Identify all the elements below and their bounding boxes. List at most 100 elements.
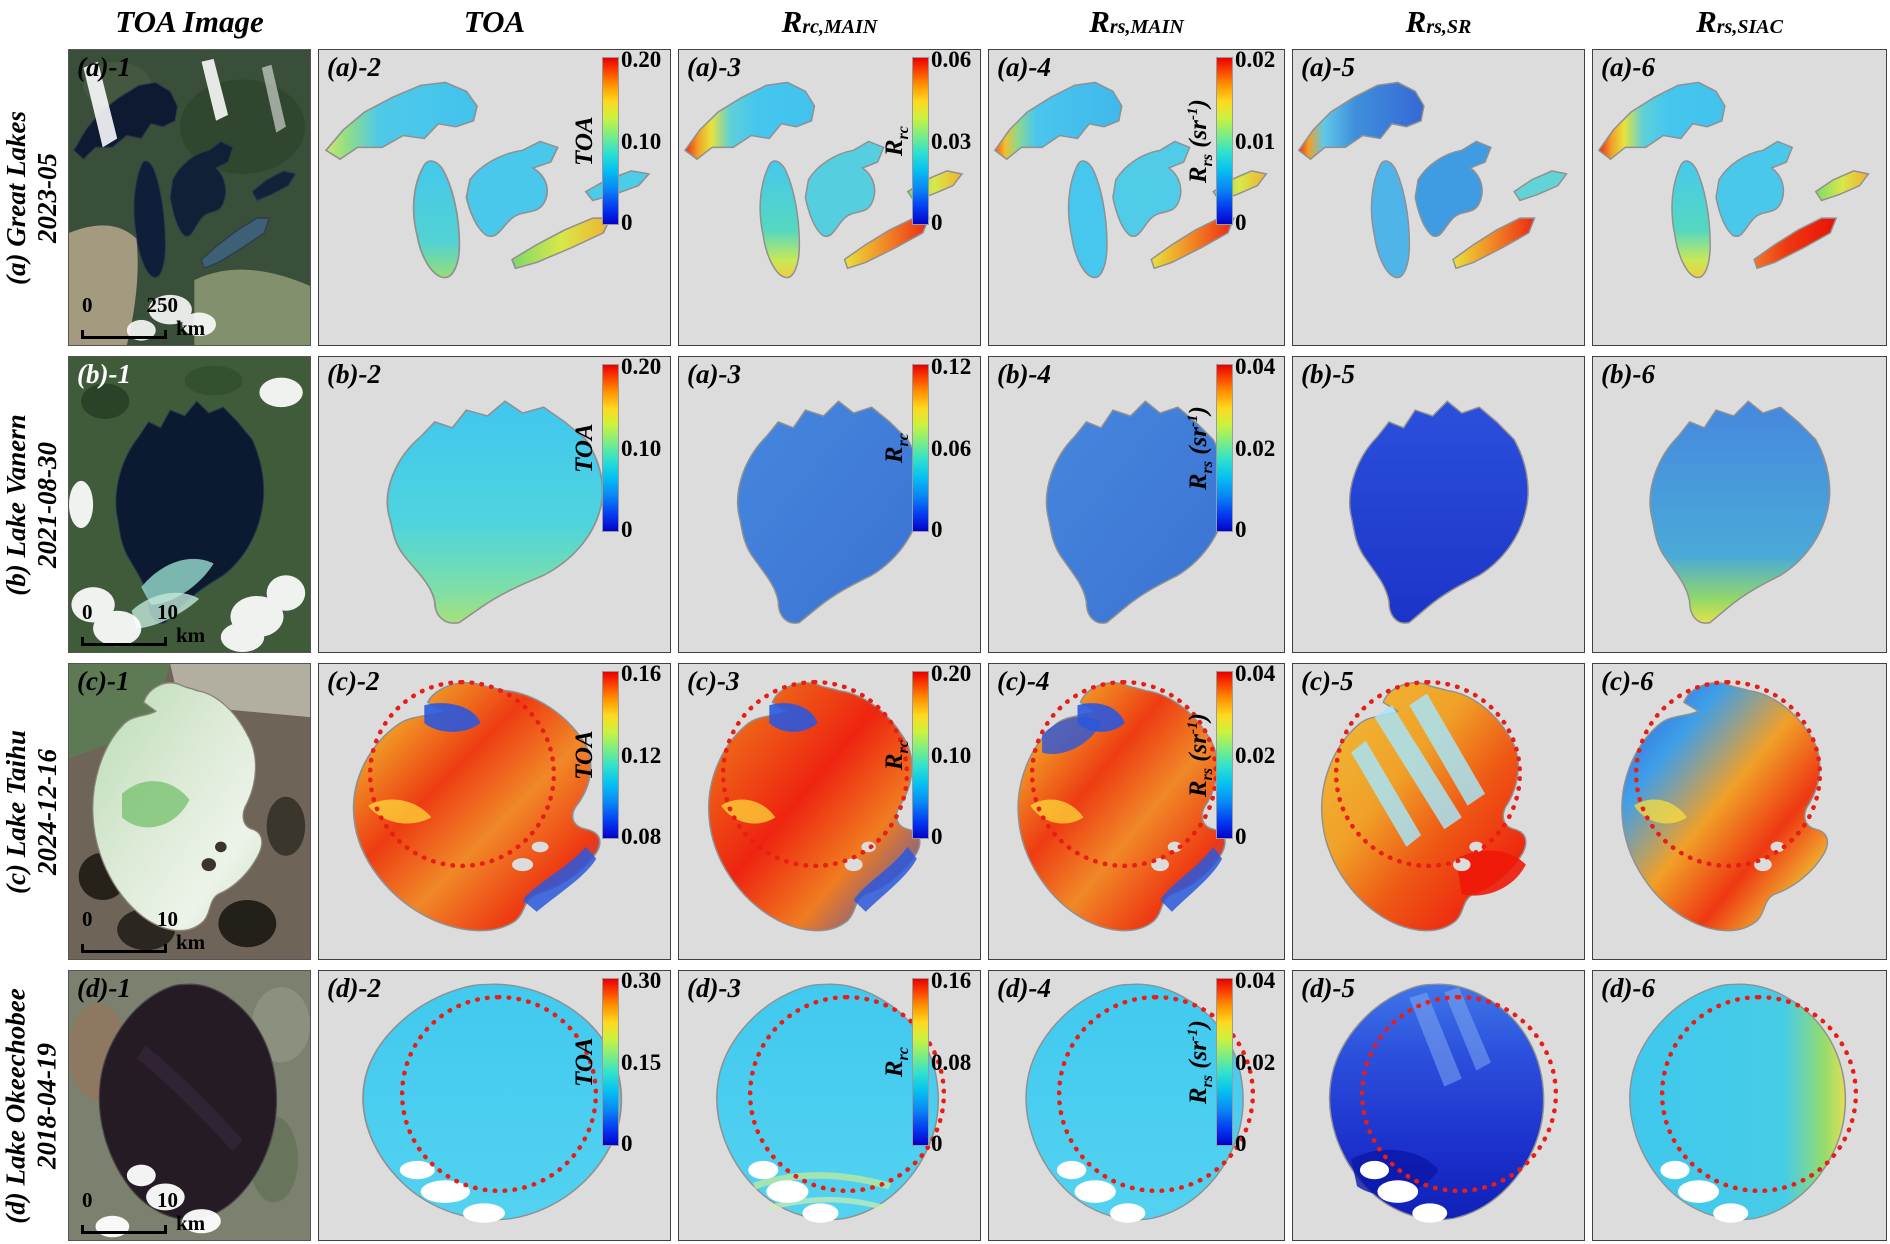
panel-a2: (a)-2 TOA 0.20 0.10 0 [318,49,671,346]
scale-bar-line-row: km [81,1213,205,1234]
colorbar-gradient [602,671,619,839]
scale-bar-unit: km [176,930,206,954]
panel-label: (b)-5 [1301,359,1355,389]
colorbar-variable: TOA [571,730,599,780]
colorbar-tick-min: 0 [1235,517,1247,542]
colorbar-tick-mid: 0.02 [1235,1049,1276,1075]
row-label: (b) Lake Vanern 2021-08-30 [1,356,62,653]
panel-label: (c)-2 [327,666,380,696]
colorbar-tick-mid: 0.12 [621,742,662,768]
colorbar: TOA 0.20 0.10 0 [555,357,667,541]
row-label: (d) Lake Okeechobee 2018-04-19 [1,970,62,1241]
colorbar-gradient [912,364,929,532]
colorbar-gradient [602,978,619,1146]
column-header-text: R [1089,3,1110,39]
panel-d4: (d)-4 Rrs (sr-1) 0.04 0.02 0 [988,970,1285,1241]
row-label-date: 2024-12-16 [32,748,62,875]
colorbar-gradient [1216,57,1233,225]
row-label-date: 2018-04-19 [32,1042,62,1169]
colorbar-tick-max: 0.16 [621,663,662,686]
scale-bar-unit: km [176,623,206,647]
colorbar-ticks: 0.20 0.10 0 [621,50,667,234]
colorbar-gradient [1216,671,1233,839]
colorbar: Rrc 0.20 0.10 0 [865,664,977,848]
panel-d5: (d)-5 [1292,970,1585,1241]
colorbar-ticks: 0.12 0.06 0 [931,356,977,542]
panel-label: (a)-5 [1301,52,1355,82]
column-header-text: TOA [463,3,526,39]
colorbar-tick-max: 0.20 [931,663,972,686]
panel-b4: (b)-4 Rrs (sr-1) 0.04 0.02 0 [988,356,1285,653]
scale-bar-start: 0 [82,1188,93,1212]
colorbar-tick-mid: 0.02 [1235,742,1276,768]
colorbar-variable: R [1185,780,1213,797]
panel-label: (c)-5 [1301,666,1354,696]
column-header-subscript: rs,SIAC [1716,16,1783,38]
column-header-toa: TOA [318,3,671,39]
colorbar-tick-max: 0.04 [1235,970,1276,993]
roi-circle [721,680,910,868]
colorbar-tick-min: 0 [621,517,633,542]
colorbar-unit-superscript: -1 [1184,1028,1201,1041]
colorbar-gradient [602,364,619,532]
colorbar-tick-min: 0 [1235,210,1247,235]
roi-circle [748,995,947,1193]
panel-a4: (a)-4 Rrs (sr-1) 0.02 0.01 0 [988,49,1285,346]
scale-bar-numbers: 0 250 [81,295,178,316]
roi-circle [399,995,598,1193]
row-label-title: (a) Great Lakes [1,110,31,285]
lake-raster-art [1593,50,1886,345]
panel-b5: (b)-5 [1292,356,1585,653]
scale-bar-numbers: 0 10 [81,1188,178,1212]
colorbar-tick-min: 0 [1235,1131,1247,1156]
colorbar-tick-mid: 0.10 [931,742,972,768]
colorbar-variable: TOA [571,116,599,166]
column-header-text: R [1696,3,1717,39]
panel-c4: (c)-4 Rrs (sr-1) 0.04 0.02 0 [988,663,1285,960]
colorbar-tick-mid: 0.06 [931,435,972,461]
scale-bar-numbers: 0 10 [81,602,178,623]
row-label-title: (b) Lake Vanern [1,413,31,596]
panel-label: (d)-6 [1601,973,1655,1003]
colorbar-tick-max: 0.04 [1235,663,1276,686]
colorbar-tick-mid: 0.15 [621,1049,662,1075]
panel-c3: (c)-3 Rrc 0.20 0.10 0 [678,663,981,960]
scale-bar-end: 250 [146,293,179,317]
colorbar-ticks: 0.30 0.15 0 [621,970,667,1156]
colorbar: TOA 0.20 0.10 0 [555,50,667,234]
colorbar-gradient [1216,978,1233,1146]
column-header-toa-image: TOA Image [68,3,311,39]
colorbar-tick-min: 0 [621,1131,633,1156]
roi-circle [1056,995,1255,1193]
colorbar-ticks: 0.20 0.10 0 [621,357,667,542]
colorbar-tick-min: 0 [931,824,943,849]
colorbar-tick-max: 0.06 [931,49,972,72]
colorbar-ticks: 0.04 0.02 0 [1235,357,1281,542]
roi-circle [1634,680,1823,868]
roi-circle [1030,680,1219,868]
lake-raster-art [1293,357,1584,652]
colorbar: Rrs (sr-1) 0.04 0.02 0 [1169,664,1281,848]
panel-label: (b)-2 [327,359,381,389]
column-header-subscript: rs,SR [1426,16,1472,38]
scale-bar-line [81,330,167,339]
colorbar-variable-subscript: rs [1199,767,1217,781]
scale-bar: 0 10 km [81,602,205,646]
panel-label: (a)-2 [327,52,381,82]
panel-label: (a)-1 [77,52,131,82]
scale-bar-line [81,944,167,953]
colorbar-tick-min: 0 [931,517,943,542]
colorbar-tick-mid: 0.10 [621,128,662,154]
panel-a1: (a)-1 0 250 km [68,49,311,346]
lake-raster-art [1293,50,1584,345]
colorbar-tick-max: 0.02 [1235,49,1276,72]
colorbar-unit-pre: (sr [1185,1040,1213,1075]
colorbar-tick-max: 0.30 [621,970,662,993]
colorbar-tick-mid: 0.01 [1235,128,1276,154]
colorbar-tick-max: 0.12 [931,356,972,379]
